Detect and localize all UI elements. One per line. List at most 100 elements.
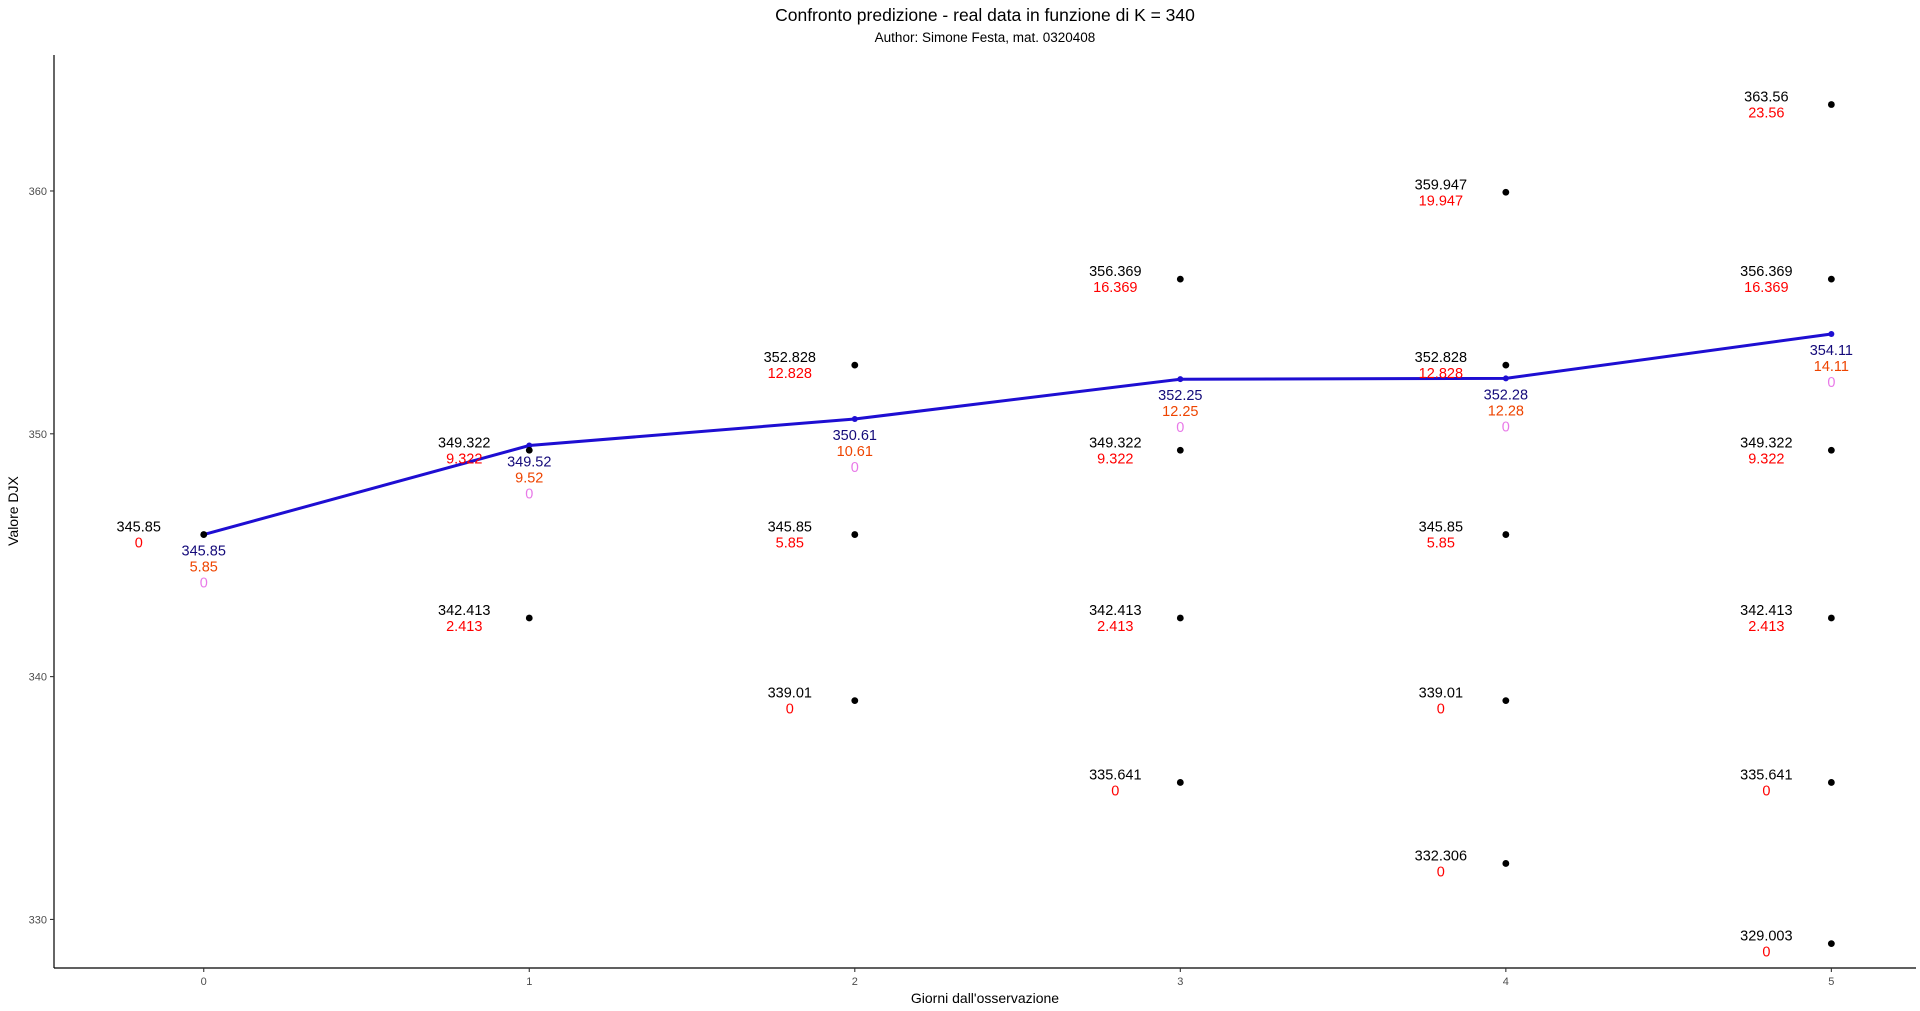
data-point-payoff-label: 19.947 (1419, 193, 1463, 209)
data-point (851, 531, 859, 538)
data-point-payoff-label: 16.369 (1744, 280, 1788, 296)
prediction-value-label: 345.85 (182, 544, 226, 560)
prediction-point (851, 415, 858, 422)
data-point-value-label: 356.369 (1089, 264, 1141, 280)
x-tick-label: 1 (526, 976, 532, 988)
data-point (1827, 779, 1835, 786)
x-tick-label: 3 (1177, 976, 1183, 988)
data-point-payoff-label: 9.322 (446, 451, 482, 467)
data-point-value-label: 345.85 (1419, 520, 1463, 536)
x-axis-title: Giorni dall'osservazione (911, 990, 1059, 1006)
prediction-second-label: 12.28 (1488, 403, 1524, 419)
axes (53, 55, 1916, 969)
data-point-payoff-label: 5.85 (776, 536, 804, 552)
data-point-value-label: 352.828 (764, 350, 816, 366)
data-point-value-label: 349.322 (438, 435, 490, 451)
data-point-value-label: 329.003 (1740, 929, 1792, 945)
data-point-value-label: 345.85 (117, 520, 161, 536)
prediction-third-label: 0 (1502, 419, 1510, 435)
prediction-third-label: 0 (525, 486, 533, 502)
prediction-second-label: 12.25 (1162, 404, 1198, 420)
data-point-value-label: 356.369 (1740, 264, 1792, 280)
x-tick-label: 0 (201, 976, 207, 988)
data-point (851, 361, 859, 369)
y-tick-label: 340 (29, 672, 47, 684)
data-point (1827, 275, 1835, 283)
data-point (1176, 446, 1184, 454)
data-point-value-label: 332.306 (1415, 848, 1467, 864)
prediction-point (1502, 375, 1509, 382)
data-point-payoff-label: 0 (1437, 864, 1445, 880)
data-point (1502, 188, 1510, 196)
prediction-point (1177, 376, 1184, 383)
prediction-value-label: 349.52 (507, 454, 551, 470)
data-point (1827, 101, 1835, 108)
chart-subtitle: Author: Simone Festa, mat. 0320408 (875, 30, 1096, 45)
x-tick-label: 2 (852, 976, 858, 988)
data-point-value-label: 352.828 (1415, 350, 1467, 366)
prediction-point (1828, 330, 1835, 337)
data-labels-layer: 345.850349.3229.322342.4132.413352.82812… (117, 90, 1853, 961)
y-axis-title: Valore DJX (5, 475, 21, 545)
prediction-second-label: 5.85 (190, 560, 218, 576)
data-point-payoff-label: 9.322 (1748, 451, 1784, 467)
prediction-second-label: 10.61 (837, 444, 873, 460)
data-point (525, 614, 533, 622)
data-point-value-label: 335.641 (1089, 767, 1141, 783)
data-point (1176, 614, 1184, 622)
data-point (1827, 614, 1835, 622)
x-tick-label: 4 (1503, 976, 1509, 988)
x-axis-ticks: 0 1 2 3 4 5 (201, 968, 1834, 988)
data-point-payoff-label: 2.413 (1097, 619, 1133, 635)
data-point (1827, 940, 1835, 948)
prediction-line (203, 332, 1832, 537)
data-point-payoff-label: 0 (1111, 783, 1119, 799)
prediction-second-label: 9.52 (515, 470, 543, 486)
y-tick-label: 360 (29, 186, 47, 198)
data-point (851, 697, 859, 705)
prediction-third-label: 0 (851, 460, 859, 476)
data-point (1502, 361, 1510, 369)
data-point-value-label: 342.413 (1089, 603, 1141, 619)
prediction-third-label: 0 (1176, 420, 1184, 436)
data-point-payoff-label: 12.828 (768, 366, 812, 382)
data-point-payoff-label: 5.85 (1427, 536, 1455, 552)
data-point-value-label: 339.01 (1419, 686, 1463, 702)
prediction-second-label: 14.11 (1814, 359, 1849, 375)
data-point (1502, 860, 1510, 867)
data-point-payoff-label: 2.413 (446, 619, 482, 635)
data-point-payoff-label: 0 (1437, 702, 1445, 718)
data-point-payoff-label: 9.322 (1097, 451, 1133, 467)
prediction-value-label: 350.61 (833, 428, 877, 444)
prediction-third-label: 0 (1827, 375, 1835, 391)
data-point-payoff-label: 0 (1762, 945, 1770, 961)
y-axis-ticks: 330 340 350 360 (29, 186, 54, 926)
data-point-value-label: 339.01 (768, 686, 812, 702)
chart-title: Confronto predizione - real data in funz… (775, 5, 1195, 25)
data-point-payoff-label: 12.828 (1419, 366, 1463, 382)
data-point (1176, 275, 1184, 283)
prediction-value-label: 352.25 (1158, 388, 1202, 404)
data-point-value-label: 363.56 (1744, 90, 1788, 106)
prediction-third-label: 0 (200, 576, 208, 592)
prediction-point (526, 442, 533, 449)
data-point-value-label: 342.413 (438, 603, 490, 619)
data-point (1827, 446, 1835, 454)
data-point-payoff-label: 0 (1762, 783, 1770, 799)
x-tick-label: 5 (1828, 976, 1834, 988)
y-tick-label: 350 (29, 429, 47, 441)
data-point-value-label: 359.947 (1415, 177, 1467, 193)
data-point (525, 446, 533, 454)
data-point-payoff-label: 16.369 (1093, 280, 1137, 296)
prediction-value-label: 352.28 (1484, 387, 1528, 403)
data-point (1176, 779, 1184, 786)
data-point-payoff-label: 0 (135, 536, 143, 552)
data-point-value-label: 345.85 (768, 520, 812, 536)
data-point-value-label: 349.322 (1740, 435, 1792, 451)
data-point (1502, 531, 1510, 538)
data-point-payoff-label: 2.413 (1748, 619, 1784, 635)
data-point-payoff-label: 23.56 (1748, 106, 1784, 122)
data-point (1502, 697, 1510, 705)
prediction-value-label: 354.11 (1810, 343, 1853, 359)
